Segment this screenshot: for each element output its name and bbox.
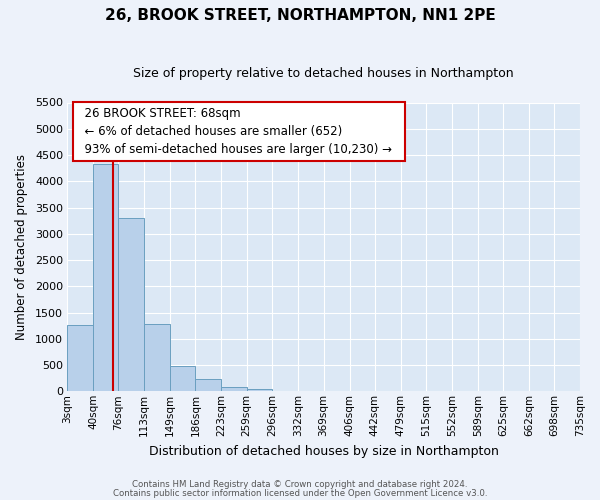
- Bar: [196, 379, 221, 392]
- Text: 26 BROOK STREET: 68sqm
  ← 6% of detached houses are smaller (652)
  93% of semi: 26 BROOK STREET: 68sqm ← 6% of detached …: [77, 107, 400, 156]
- Title: Size of property relative to detached houses in Northampton: Size of property relative to detached ho…: [133, 68, 514, 80]
- Bar: [144, 324, 170, 392]
- Bar: [221, 388, 247, 392]
- Bar: [118, 218, 144, 392]
- X-axis label: Distribution of detached houses by size in Northampton: Distribution of detached houses by size …: [149, 444, 499, 458]
- Text: Contains public sector information licensed under the Open Government Licence v3: Contains public sector information licen…: [113, 489, 487, 498]
- Text: Contains HM Land Registry data © Crown copyright and database right 2024.: Contains HM Land Registry data © Crown c…: [132, 480, 468, 489]
- Y-axis label: Number of detached properties: Number of detached properties: [15, 154, 28, 340]
- Bar: [170, 366, 196, 392]
- Text: 26, BROOK STREET, NORTHAMPTON, NN1 2PE: 26, BROOK STREET, NORTHAMPTON, NN1 2PE: [104, 8, 496, 22]
- Bar: [247, 388, 272, 392]
- Bar: [93, 164, 118, 392]
- Bar: [67, 324, 93, 392]
